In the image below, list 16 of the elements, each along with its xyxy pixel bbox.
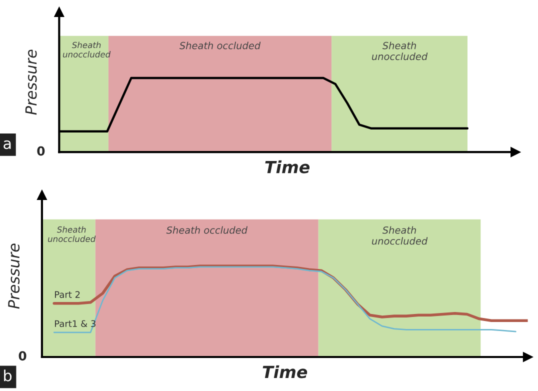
text: Sheath unoccluded — [62, 42, 111, 58]
text: Sheath occluded — [166, 226, 248, 234]
series-label: Part 2 — [54, 291, 80, 298]
series-label: Part1 & 3 — [54, 320, 96, 328]
text: Sheath unoccluded — [372, 226, 428, 245]
text: Sheath unoccluded — [372, 42, 428, 60]
text: Sheath occluded — [179, 42, 261, 50]
text: Sheath unoccluded — [48, 226, 96, 242]
text: 0 — [18, 351, 26, 361]
text: a — [4, 140, 11, 150]
text: b — [4, 370, 12, 382]
y-axis-title: Pressure — [25, 50, 37, 115]
x-axis-title: Time — [262, 365, 308, 378]
y-axis-title: Pressure — [8, 244, 20, 309]
x-axis-title: Time — [265, 160, 310, 174]
text: 0 — [37, 146, 45, 156]
